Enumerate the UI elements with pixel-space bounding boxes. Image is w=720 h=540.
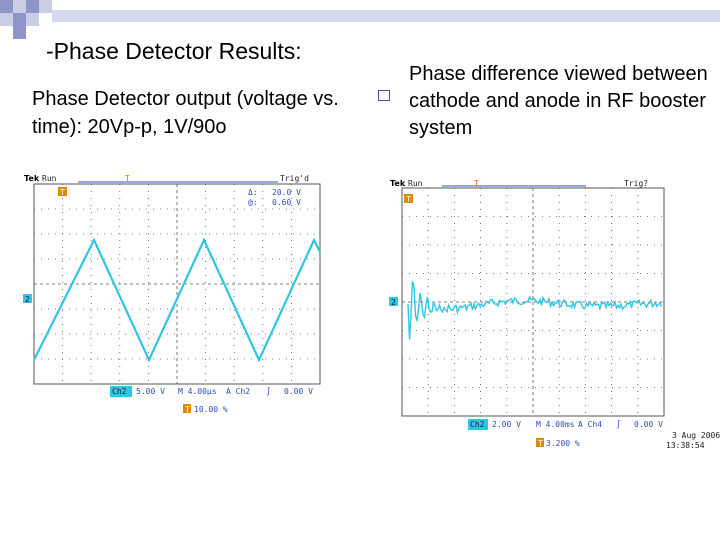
scope-right-footer-volts: 2.00 V — [492, 420, 521, 429]
scope-right-grid — [402, 188, 664, 416]
scope-left-delta-value: 20.0 V — [272, 188, 301, 197]
scope-right-footer-channel: Ch2 — [470, 420, 485, 429]
scope-right-channel-badge — [468, 419, 488, 430]
header-bar — [52, 10, 720, 22]
left-caption: Phase Detector output (voltage vs. time)… — [32, 88, 339, 138]
scope-left-at-value: 0.60 V — [272, 198, 301, 207]
right-caption: Phase difference viewed between cathode … — [409, 63, 708, 139]
scope-left-trigger-marker-icon — [58, 187, 67, 196]
scope-right-frame — [401, 187, 665, 417]
scope-right-trace — [407, 281, 663, 340]
scope-right-channel-marker-icon — [389, 297, 398, 306]
scope-left: Tek Run T Trig'd Δ: 20.0 V @: 0.60 V T 2… — [20, 172, 330, 417]
scope-left-delta-label: Δ: — [248, 188, 258, 197]
slide-title: -Phase Detector Results: — [46, 38, 302, 64]
scope-left-footer-channel: Ch2 — [112, 387, 127, 396]
scope-right: Tek Run T Trig? T 2 Ch2 2.00 V M 4.00ms … — [386, 176, 720, 456]
scope-left-footer-trig-icon — [183, 404, 191, 413]
bullet-icon — [378, 90, 390, 101]
deco-square — [13, 26, 26, 39]
scope-right-trig-pos-marker: T — [474, 179, 479, 188]
scope-left-trigger-marker-label: T — [60, 188, 65, 197]
scope-left-grid — [34, 184, 320, 384]
scope-right-footer-trig-icon — [536, 438, 544, 447]
deco-square — [13, 0, 26, 13]
decorative-header-pattern — [0, 0, 720, 40]
scope-left-channel-marker-icon — [23, 294, 32, 303]
scope-left-footer-trigger-src: A Ch2 — [226, 387, 250, 396]
scope-right-footer-date: 3 Aug 2006 — [672, 431, 720, 440]
scope-right-footer-slope: ∫ — [616, 420, 621, 429]
deco-square — [26, 13, 39, 26]
deco-square — [26, 0, 39, 13]
deco-square — [13, 13, 26, 26]
scope-right-trigger-marker-label: T — [406, 195, 411, 204]
scope-left-channel-badge — [110, 386, 132, 397]
scope-left-trace — [33, 237, 321, 363]
scope-left-screen: Tek Run T Trig'd Δ: 20.0 V @: 0.60 V T 2… — [20, 172, 330, 417]
scope-right-brand: Tek — [390, 179, 406, 188]
scope-left-footer-trig-icon-label: T — [185, 405, 190, 414]
deco-square — [39, 0, 52, 13]
scope-right-footer-trig-icon-label: T — [538, 439, 543, 448]
scope-right-footer-trig-pos: 3.200 % — [546, 439, 580, 448]
scope-left-footer-volts: 5.00 V — [136, 387, 165, 396]
scope-left-trig-pos-marker: T — [125, 174, 130, 183]
scope-right-mode: Run — [408, 179, 423, 188]
scope-left-mode: Run — [42, 174, 57, 183]
scope-right-footer-level: 0.00 V — [634, 420, 663, 429]
scope-right-trigger-marker-icon — [404, 194, 413, 203]
scope-right-footer-trigger-src: A Ch4 — [578, 420, 602, 429]
scope-right-trig-status: Trig? — [624, 179, 648, 188]
scope-left-footer-slope: ∫ — [266, 387, 271, 396]
scope-right-channel-marker-label: 2 — [391, 298, 396, 307]
deco-square — [0, 13, 13, 26]
scope-left-frame — [33, 183, 321, 385]
scope-left-footer-level: 0.00 V — [284, 387, 313, 396]
scope-right-screen: Tek Run T Trig? T 2 Ch2 2.00 V M 4.00ms … — [386, 176, 720, 456]
scope-left-brand: Tek — [24, 174, 40, 183]
scope-right-footer-time: 13:38:54 — [666, 441, 705, 450]
scope-left-channel-marker-label: 2 — [25, 295, 30, 304]
scope-left-footer-timebase: M 4.00µs — [178, 387, 217, 396]
scope-right-footer-timebase: M 4.00ms — [536, 420, 575, 429]
scope-left-at-label: @: — [248, 198, 258, 207]
scope-left-footer-trig-pos: 10.00 % — [194, 405, 228, 414]
deco-square — [0, 0, 13, 13]
scope-left-trig-status: Trig'd — [280, 174, 309, 183]
